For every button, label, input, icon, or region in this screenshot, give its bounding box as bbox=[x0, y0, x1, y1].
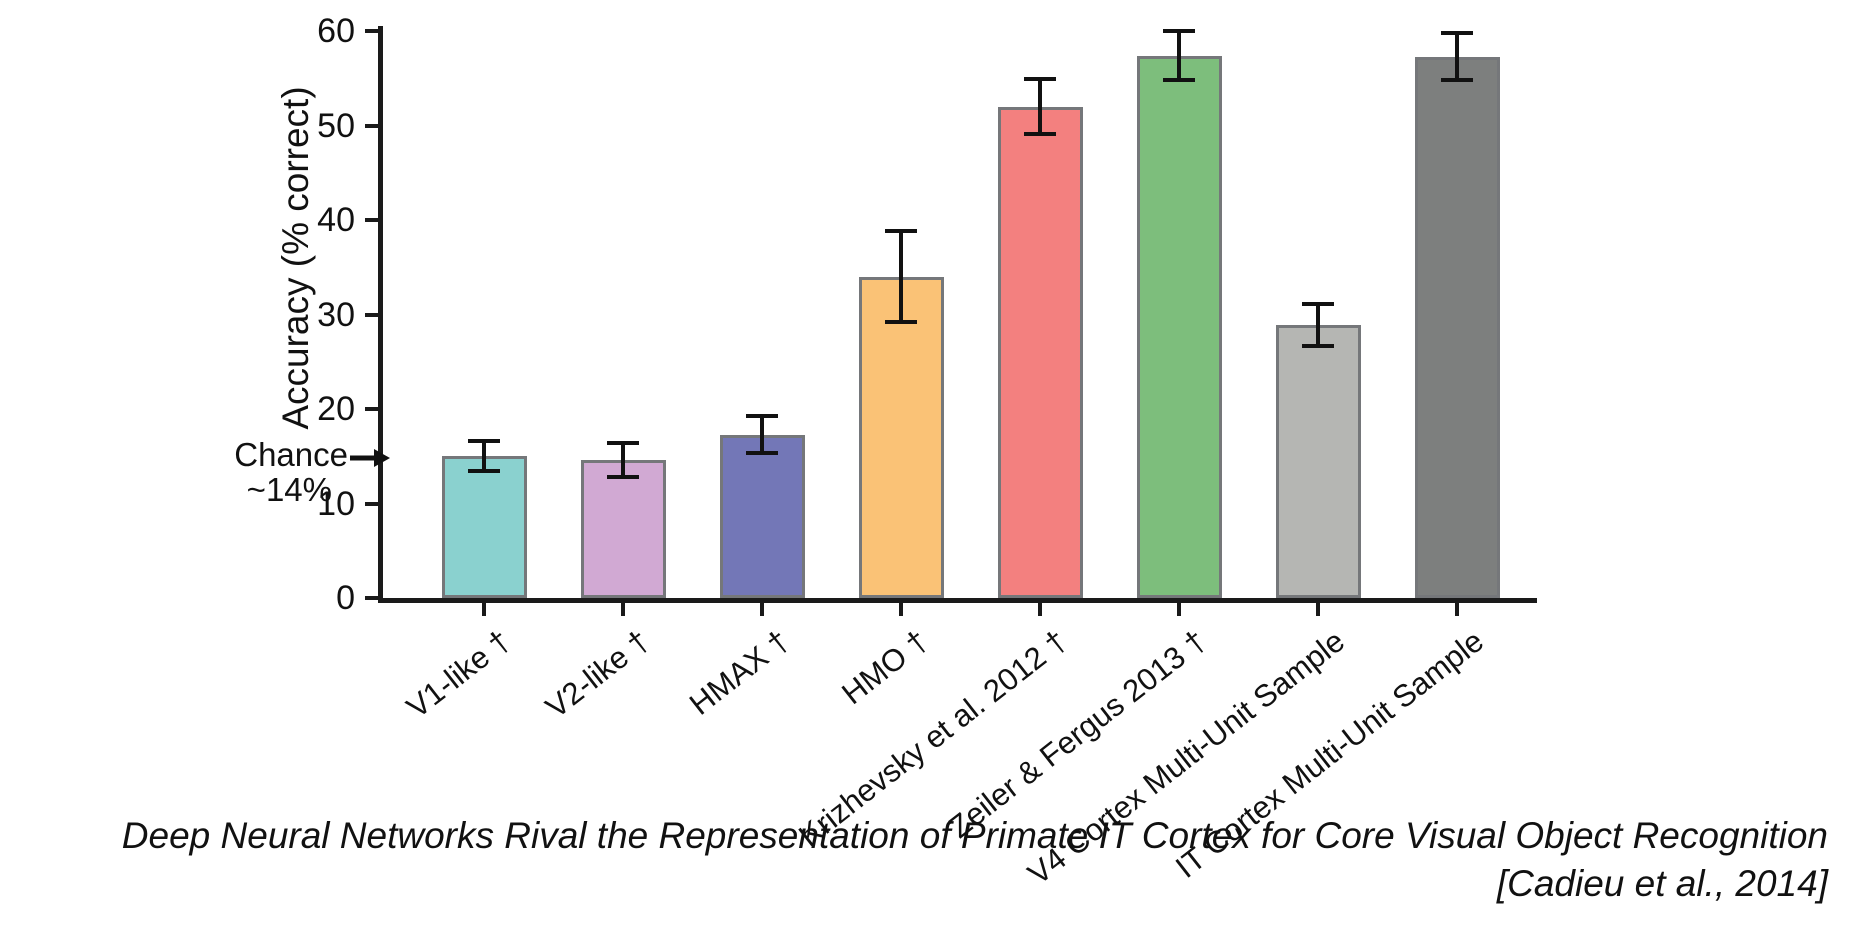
x-axis-tick bbox=[760, 603, 764, 616]
bar-v4-cortex-multi-unit-sample bbox=[1275, 324, 1361, 598]
error-bar-stem bbox=[1316, 304, 1320, 346]
error-bar-stem bbox=[1038, 79, 1042, 134]
y-tick-label: 60 bbox=[317, 12, 355, 50]
y-tick-label: 20 bbox=[317, 390, 355, 428]
error-bar-stem bbox=[1177, 31, 1181, 81]
y-tick-label: 30 bbox=[317, 295, 355, 334]
x-axis-tick bbox=[621, 603, 625, 616]
x-tick-label-v1-like: V1-like † bbox=[400, 623, 517, 726]
error-bar-stem bbox=[621, 443, 625, 478]
x-tick-label-v2-like: V2-like † bbox=[539, 623, 656, 726]
bar-v2-like bbox=[580, 460, 666, 598]
y-axis-tick bbox=[365, 312, 378, 317]
chance-arrow-icon bbox=[350, 449, 390, 467]
y-axis-tick bbox=[365, 29, 378, 33]
error-bar-cap-bottom bbox=[1163, 78, 1195, 83]
x-axis-tick bbox=[899, 603, 903, 616]
bar-hmo bbox=[858, 276, 944, 598]
error-bar-cap-top bbox=[607, 441, 639, 446]
error-bar-cap-top bbox=[1441, 30, 1473, 35]
error-bar-cap-top bbox=[746, 413, 778, 418]
y-axis-tick bbox=[365, 501, 378, 506]
bar-it-cortex-multi-unit-sample bbox=[1414, 56, 1500, 598]
y-axis-tick bbox=[365, 123, 378, 128]
x-tick-label-hmax: HMAX † bbox=[682, 623, 795, 722]
error-bar-stem bbox=[899, 231, 903, 323]
x-axis-tick bbox=[1177, 603, 1181, 616]
y-tick-label: 40 bbox=[317, 201, 355, 239]
y-axis-tick bbox=[365, 218, 378, 222]
x-axis-line bbox=[378, 598, 1537, 603]
x-axis-tick bbox=[1038, 603, 1042, 616]
y-axis-line bbox=[378, 26, 383, 603]
x-axis-tick bbox=[482, 603, 486, 616]
chance-annotation-line2: ~14% bbox=[246, 471, 332, 508]
error-bar-cap-top bbox=[1163, 29, 1195, 33]
caption-citation: [Cadieu et al., 2014] bbox=[1496, 863, 1828, 904]
chance-annotation: Chance ~14% bbox=[140, 437, 348, 507]
y-axis-tick bbox=[365, 596, 378, 600]
error-bar-stem bbox=[760, 415, 764, 454]
y-axis-title: Accuracy (% correct) bbox=[275, 86, 316, 430]
error-bar-cap-top bbox=[1302, 302, 1334, 307]
error-bar-stem bbox=[1455, 32, 1459, 81]
error-bar-cap-bottom bbox=[746, 451, 778, 456]
x-axis-tick bbox=[1316, 603, 1320, 616]
y-tick-label: 50 bbox=[317, 106, 355, 145]
error-bar-cap-bottom bbox=[468, 469, 500, 474]
y-tick-label: 0 bbox=[336, 579, 355, 617]
error-bar-cap-top bbox=[1024, 77, 1056, 82]
chance-annotation-line1: Chance bbox=[234, 436, 348, 473]
caption-title: Deep Neural Networks Rival the Represent… bbox=[121, 815, 1828, 856]
y-tick-label: 10 bbox=[317, 484, 355, 523]
bar-v1-like bbox=[441, 456, 527, 598]
error-bar-cap-top bbox=[468, 439, 500, 444]
error-bar-cap-top bbox=[885, 229, 917, 234]
bar-krizhevsky-et-al-2012 bbox=[997, 106, 1083, 598]
bar-hmax bbox=[719, 434, 805, 598]
figure-caption: Deep Neural Networks Rival the Represent… bbox=[80, 812, 1828, 908]
y-axis-tick bbox=[365, 407, 378, 411]
bar-zeiler-fergus-2013 bbox=[1136, 55, 1222, 598]
error-bar-cap-bottom bbox=[1302, 343, 1334, 348]
error-bar-cap-bottom bbox=[1024, 132, 1056, 136]
error-bar-stem bbox=[482, 441, 486, 472]
x-axis-tick bbox=[1455, 603, 1459, 616]
error-bar-cap-bottom bbox=[885, 320, 917, 325]
error-bar-cap-bottom bbox=[607, 475, 639, 480]
error-bar-cap-bottom bbox=[1441, 78, 1473, 83]
x-tick-label-hmo: HMO † bbox=[835, 623, 934, 712]
